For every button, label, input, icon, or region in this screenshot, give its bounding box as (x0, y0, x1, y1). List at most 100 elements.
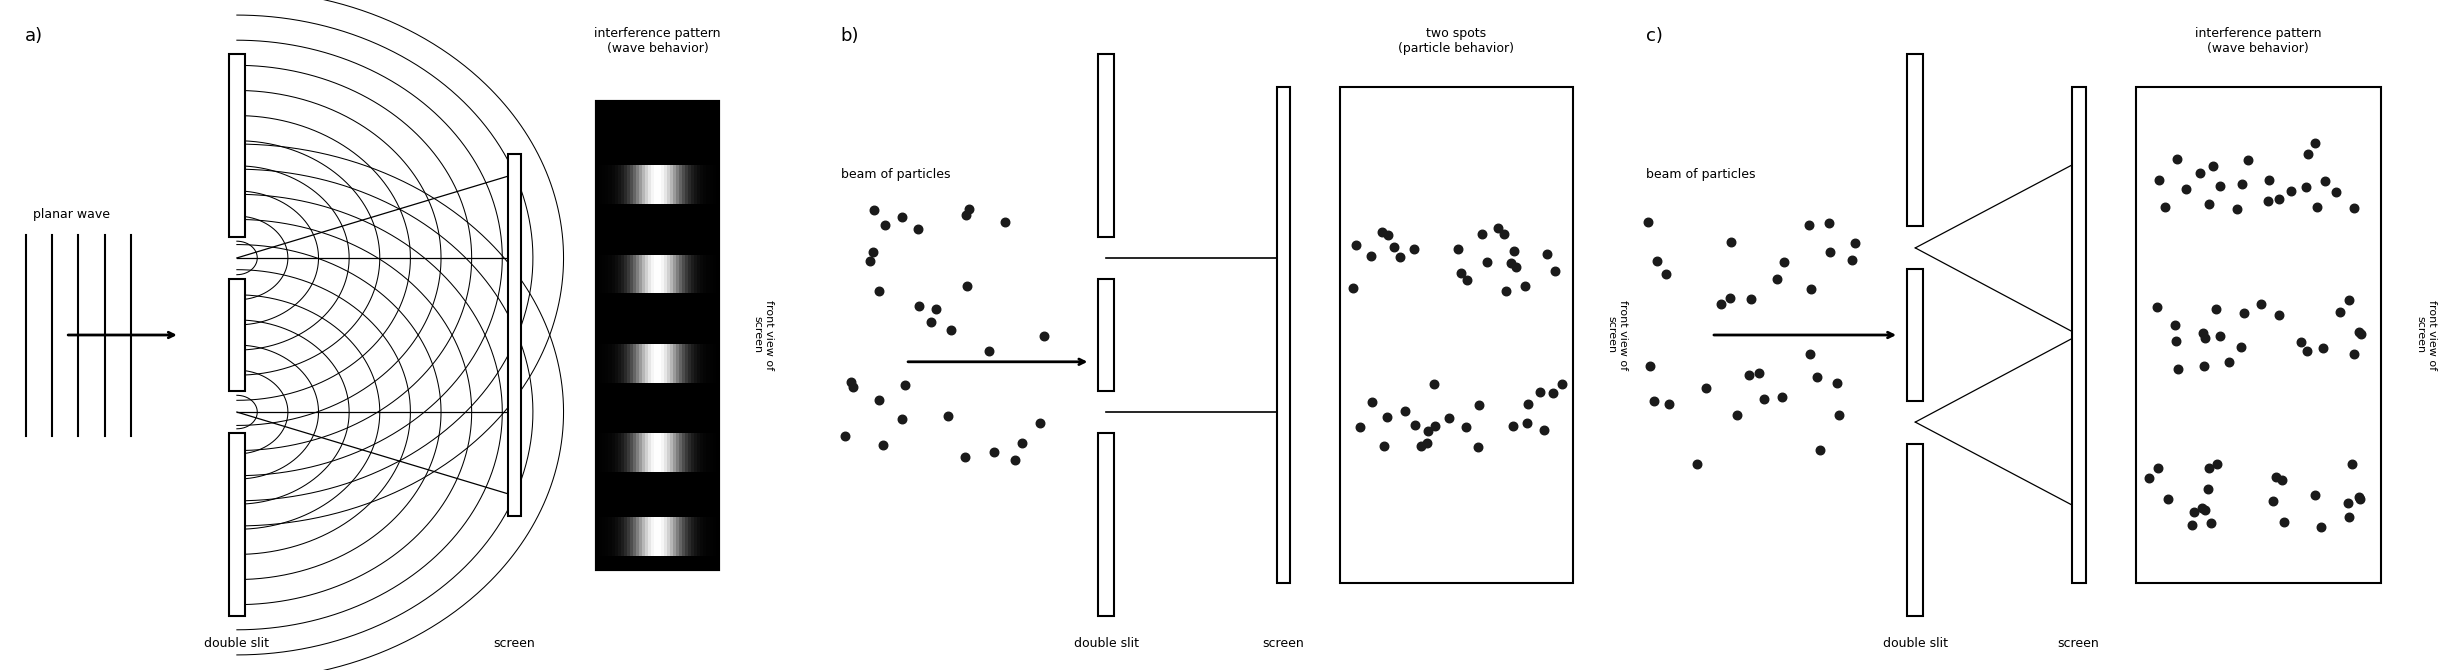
Bar (666, 344, 670, 383)
Bar (651, 517, 653, 556)
Point (2172, 519, 2211, 530)
Bar (683, 517, 685, 556)
Point (1536, 266, 1575, 277)
Bar (597, 344, 600, 383)
Point (917, 304, 956, 314)
Bar (675, 517, 678, 556)
Point (2316, 187, 2355, 198)
Bar (600, 433, 602, 472)
Bar (663, 517, 666, 556)
Point (2138, 302, 2177, 312)
Bar (707, 517, 709, 556)
Point (865, 220, 904, 230)
Bar (602, 165, 605, 204)
Bar (675, 433, 678, 472)
Text: double slit: double slit (1882, 637, 1948, 650)
Bar (622, 165, 624, 204)
Point (985, 216, 1024, 227)
Bar (651, 255, 653, 293)
Bar (627, 517, 629, 556)
Point (1702, 299, 1741, 310)
Bar (597, 165, 600, 204)
Bar (670, 344, 673, 383)
Point (1002, 438, 1041, 448)
Bar (658, 433, 661, 472)
Bar (649, 517, 651, 556)
Point (1507, 281, 1546, 291)
Point (1534, 387, 1573, 398)
Bar (610, 517, 612, 556)
Point (1375, 241, 1414, 252)
Point (1380, 252, 1419, 263)
Bar (661, 165, 663, 204)
Point (861, 286, 900, 297)
Point (1429, 413, 1468, 423)
Point (1019, 418, 1058, 429)
Bar (614, 433, 617, 472)
Bar (617, 255, 622, 293)
Bar (622, 517, 624, 556)
Point (2340, 493, 2379, 504)
Bar (612, 165, 614, 204)
Point (2336, 202, 2375, 213)
Bar (614, 165, 617, 204)
Bar (649, 344, 651, 383)
Point (2294, 490, 2333, 500)
Bar (690, 517, 695, 556)
Bar (670, 165, 673, 204)
Point (1395, 419, 1434, 430)
Point (2301, 521, 2340, 532)
Point (1385, 406, 1424, 417)
Point (2148, 494, 2187, 505)
Bar (610, 344, 612, 383)
Point (2160, 364, 2199, 375)
Point (2226, 308, 2265, 318)
Bar (602, 433, 605, 472)
Bar (651, 344, 653, 383)
Bar (610, 165, 612, 204)
Bar (634, 344, 636, 383)
Bar (709, 517, 712, 556)
Point (2165, 184, 2204, 195)
Point (2180, 168, 2219, 178)
Point (2260, 310, 2299, 320)
Bar (612, 433, 614, 472)
Text: b): b) (841, 27, 858, 45)
Bar (666, 517, 670, 556)
Bar (663, 433, 666, 472)
Point (831, 377, 870, 387)
Point (1677, 458, 1716, 469)
Bar (646, 165, 649, 204)
Point (2221, 341, 2260, 352)
Bar (688, 517, 690, 556)
Point (2197, 459, 2236, 470)
Bar (622, 433, 624, 472)
Bar (634, 255, 636, 293)
Bar (627, 255, 629, 293)
Bar (658, 517, 661, 556)
Point (1351, 251, 1390, 262)
Bar (597, 517, 600, 556)
Point (2328, 295, 2367, 306)
Point (975, 446, 1014, 457)
Point (1789, 220, 1828, 230)
Point (2128, 473, 2167, 484)
Point (883, 414, 922, 425)
Point (900, 301, 939, 312)
Point (1416, 420, 1455, 431)
Point (861, 394, 900, 405)
Bar (675, 165, 678, 204)
Bar (705, 255, 707, 293)
Point (1833, 255, 1872, 265)
Bar (597, 255, 600, 293)
Bar (646, 255, 649, 293)
Bar (651, 433, 653, 472)
Bar (697, 517, 700, 556)
Bar (690, 165, 695, 204)
Bar (602, 344, 605, 383)
Point (2260, 194, 2299, 205)
Bar (683, 433, 685, 472)
Point (826, 431, 865, 442)
Bar (675, 255, 678, 293)
Bar (663, 255, 666, 293)
